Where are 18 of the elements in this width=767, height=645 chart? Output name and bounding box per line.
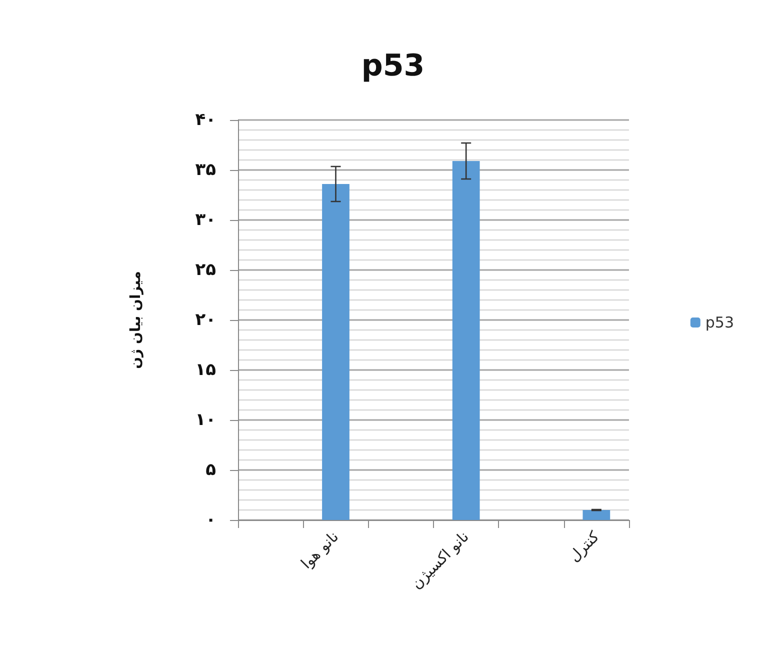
bar bbox=[322, 184, 350, 520]
chart-title: p53 bbox=[361, 48, 425, 84]
bar bbox=[452, 161, 480, 520]
y-tick-label: ۲۵ bbox=[195, 260, 216, 280]
legend-label: p53 bbox=[705, 314, 734, 332]
bar bbox=[582, 510, 610, 520]
y-tick-label: ۵ bbox=[206, 460, 216, 480]
y-axis-title: میزان بیان ژن bbox=[128, 271, 144, 369]
y-tick-label: ۳۰ bbox=[195, 210, 216, 230]
y-tick-label: ۱۰ bbox=[195, 410, 216, 430]
x-tick-label: نانو هوا bbox=[297, 528, 342, 572]
y-tick-label: ۳۵ bbox=[195, 160, 216, 180]
x-tick-label: نانو اکسیژن bbox=[407, 528, 472, 593]
y-tick-label: ۰ bbox=[206, 510, 216, 530]
x-tick-label: کنترل bbox=[565, 527, 604, 566]
y-tick-label: ۱۵ bbox=[195, 360, 216, 380]
y-tick-label: ۴۰ bbox=[195, 110, 216, 130]
y-tick-label: ۲۰ bbox=[195, 310, 216, 330]
